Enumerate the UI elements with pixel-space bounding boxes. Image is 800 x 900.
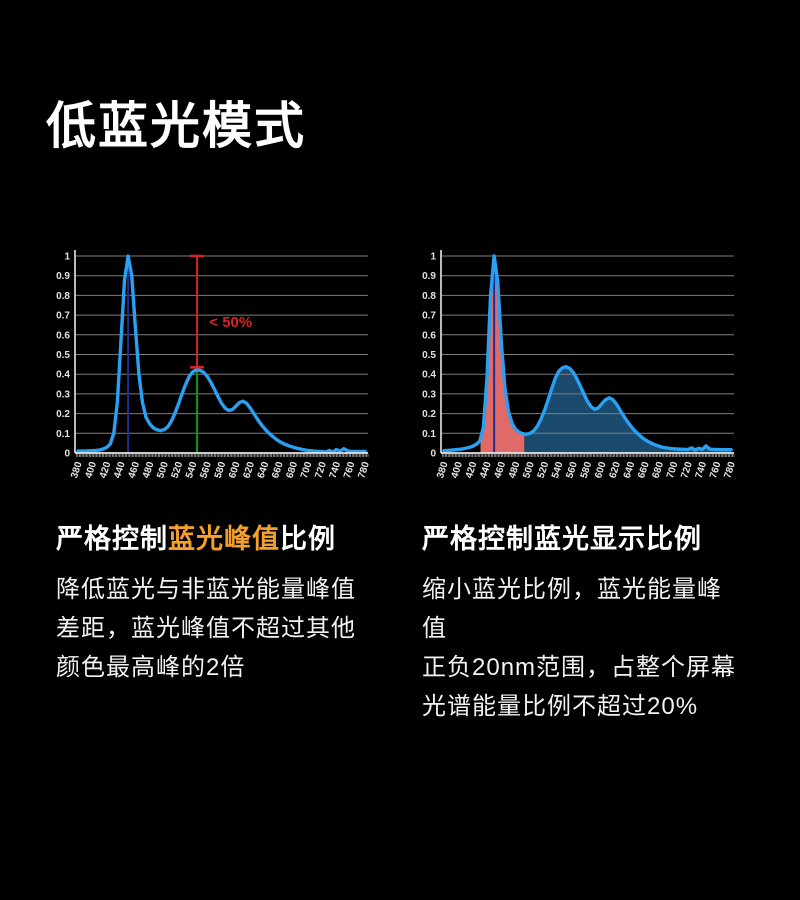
y-tick-label: 0.9 <box>422 271 436 282</box>
section-heading-right: 严格控制蓝光显示比例 <box>414 517 746 556</box>
x-tick-label: 440 <box>112 460 128 480</box>
x-tick-label: 740 <box>328 460 344 480</box>
x-tick-label: 660 <box>270 460 286 480</box>
body-line: 光谱能量比例不超过20% <box>422 692 699 720</box>
x-tick-label: 460 <box>127 460 143 480</box>
x-tick-label: 620 <box>241 460 257 480</box>
spectrum-chart-svg: < 50% 0 0.1 0.2 0.3 0.4 0.5 0.6 0.7 0.8 0.9 1 380400… <box>56 249 372 480</box>
body-line: 正负20nm范围，占整个屏幕 <box>422 653 737 681</box>
x-tick-label: 640 <box>256 460 272 480</box>
y-tick-label: 0.8 <box>422 290 436 301</box>
y-tick-label: 0.5 <box>422 350 436 361</box>
charts-row: < 50% 0 0.1 0.2 0.3 0.4 0.5 0.6 0.7 0.8 0.9 1 380 400… <box>48 247 800 726</box>
x-tick-label: 580 <box>213 460 229 480</box>
body-line: 差距，蓝光峰值不超过其他 <box>56 614 356 642</box>
x-tick-label: 760 <box>708 460 724 480</box>
y-tick-label: 0.1 <box>422 428 436 439</box>
y-tick-label: 0.5 <box>56 350 70 361</box>
section-body-left: 降低蓝光与非蓝光能量峰值 差距，蓝光峰值不超过其他 颜色最高峰的2倍 <box>48 570 380 687</box>
spectrum-curve <box>76 253 367 454</box>
x-tick-label: 600 <box>593 460 609 480</box>
x-tick-label: 400 <box>83 460 99 480</box>
x-tick-label: 660 <box>636 460 652 480</box>
body-line: 降低蓝光与非蓝光能量峰值 <box>56 575 356 603</box>
x-tick-label: 500 <box>521 460 537 480</box>
x-tick-label: 560 <box>198 460 214 480</box>
spectrum-chart-svg: 0 0.1 0.2 0.3 0.4 0.5 0.6 0.7 0.8 0.9 1 38040042044… <box>422 249 738 480</box>
section-body-right: 缩小蓝光比例，蓝光能量峰值 正负20nm范围，占整个屏幕 光谱能量比例不超过20… <box>414 570 746 726</box>
heading-prefix: 严格控制 <box>56 523 168 554</box>
y-tick-label: 0 <box>64 448 70 459</box>
y-tick-label: 0.6 <box>422 330 436 341</box>
spectrum-curve <box>442 253 733 452</box>
y-tick-label: 0 <box>430 448 436 459</box>
x-tick-label: 640 <box>622 460 638 480</box>
x-tick-label: 480 <box>507 460 523 480</box>
x-tick-label: 400 <box>449 460 465 480</box>
y-tick-label: 0.7 <box>422 310 436 321</box>
y-tick-label: 0.3 <box>422 389 436 400</box>
body-line: 缩小蓝光比例，蓝光能量峰值 <box>422 575 722 642</box>
y-tick-label: 0.8 <box>56 290 70 301</box>
heading-prefix: 严格控制蓝光显示比例 <box>422 523 702 554</box>
y-tick-label: 0.9 <box>56 271 70 282</box>
x-tick-label: 480 <box>141 460 157 480</box>
x-tick-label: 380 <box>69 460 85 480</box>
y-tick-label: 0.4 <box>422 369 436 380</box>
section-blue-ratio: 0 0.1 0.2 0.3 0.4 0.5 0.6 0.7 0.8 0.9 1 380 400 420 44… <box>414 247 746 726</box>
section-blue-peak: < 50% 0 0.1 0.2 0.3 0.4 0.5 0.6 0.7 0.8 0.9 1 380 400… <box>48 247 380 726</box>
x-tick-label: 460 <box>493 460 509 480</box>
x-tick-label: 520 <box>170 460 186 480</box>
page-title: 低蓝光模式 <box>46 98 306 154</box>
heading-highlight: 蓝光峰值 <box>168 523 280 554</box>
x-tick-label: 620 <box>607 460 623 480</box>
y-tick-label: 0.4 <box>56 369 70 380</box>
x-tick-label: 720 <box>679 460 695 480</box>
spectrum-chart-ratio: 0 0.1 0.2 0.3 0.4 0.5 0.6 0.7 0.8 0.9 1 380 400 420 44… <box>414 247 746 505</box>
x-tick-label: 720 <box>313 460 329 480</box>
body-line: 颜色最高峰的2倍 <box>56 653 246 681</box>
x-tick-label: 680 <box>651 460 667 480</box>
x-tick-label: 520 <box>536 460 552 480</box>
other-light-area <box>524 366 732 453</box>
x-tick-label: 680 <box>285 460 301 480</box>
x-tick-label: 700 <box>665 460 681 480</box>
x-tick-label: 540 <box>550 460 566 480</box>
x-tick-label: 380 <box>435 460 451 480</box>
x-tick-label: 580 <box>579 460 595 480</box>
y-tick-label: 1 <box>430 251 436 262</box>
x-tick-label: 560 <box>564 460 580 480</box>
chart-annotation: < 50% <box>209 313 252 330</box>
spectrum-chart-peak: < 50% 0 0.1 0.2 0.3 0.4 0.5 0.6 0.7 0.8 0.9 1 380 400… <box>48 247 380 505</box>
x-tick-label: 440 <box>478 460 494 480</box>
x-tick-label: 780 <box>722 460 738 480</box>
x-tick-label: 540 <box>184 460 200 480</box>
y-tick-label: 0.2 <box>56 409 70 420</box>
x-tick-label: 760 <box>342 460 358 480</box>
y-tick-label: 0.7 <box>56 310 70 321</box>
x-tick-label: 500 <box>155 460 171 480</box>
y-tick-label: 0.1 <box>56 428 70 439</box>
x-tick-label: 740 <box>694 460 710 480</box>
x-tick-label: 420 <box>98 460 114 480</box>
y-tick-label: 0.6 <box>56 330 70 341</box>
y-tick-label: 0.3 <box>56 389 70 400</box>
section-heading-left: 严格控制蓝光峰值比例 <box>48 517 380 556</box>
x-tick-label: 600 <box>227 460 243 480</box>
x-tick-label: 780 <box>356 460 372 480</box>
y-tick-label: 0.2 <box>422 409 436 420</box>
heading-suffix: 比例 <box>280 523 336 554</box>
y-tick-label: 1 <box>64 251 70 262</box>
x-tick-label: 700 <box>299 460 315 480</box>
x-tick-label: 420 <box>464 460 480 480</box>
